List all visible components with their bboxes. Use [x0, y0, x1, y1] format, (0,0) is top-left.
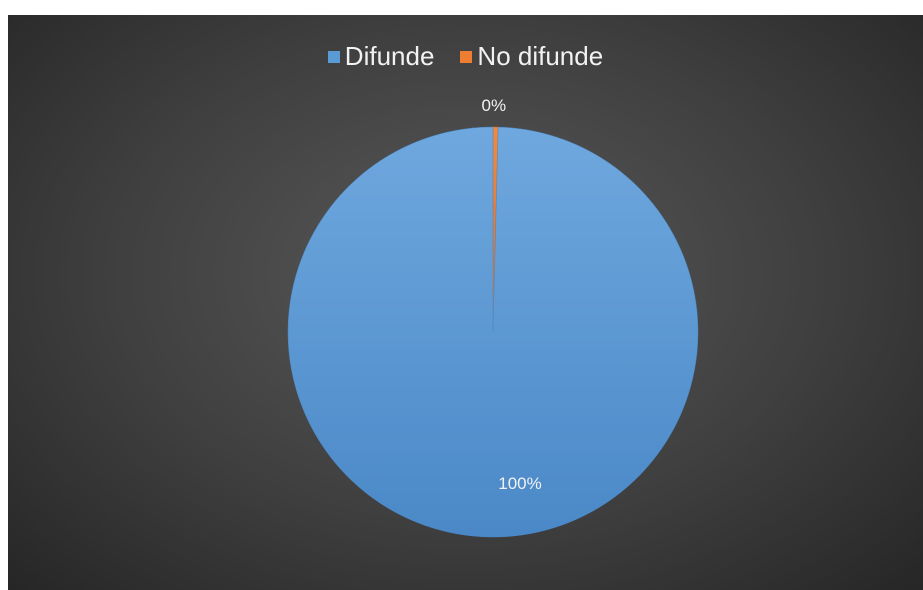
- pie-chart: 0% 100%: [287, 96, 699, 538]
- legend-label-no-difunde: No difunde: [477, 41, 604, 71]
- chart-area: Difunde No difunde 0% 100%: [8, 15, 923, 590]
- data-label-no-difunde: 0%: [481, 96, 506, 115]
- pie-slice-difunde[interactable]: [287, 126, 699, 538]
- legend: Difunde No difunde: [8, 41, 923, 72]
- legend-entry-no-difunde[interactable]: No difunde: [460, 41, 603, 72]
- pie-slices: [287, 126, 699, 538]
- legend-swatch-no-difunde: [460, 50, 473, 63]
- legend-label-difunde: Difunde: [344, 41, 435, 71]
- data-label-difunde: 100%: [498, 474, 541, 493]
- pie-data-labels: 0% 100%: [481, 96, 541, 493]
- legend-entry-difunde[interactable]: Difunde: [327, 41, 435, 72]
- legend-swatch-difunde: [327, 50, 340, 63]
